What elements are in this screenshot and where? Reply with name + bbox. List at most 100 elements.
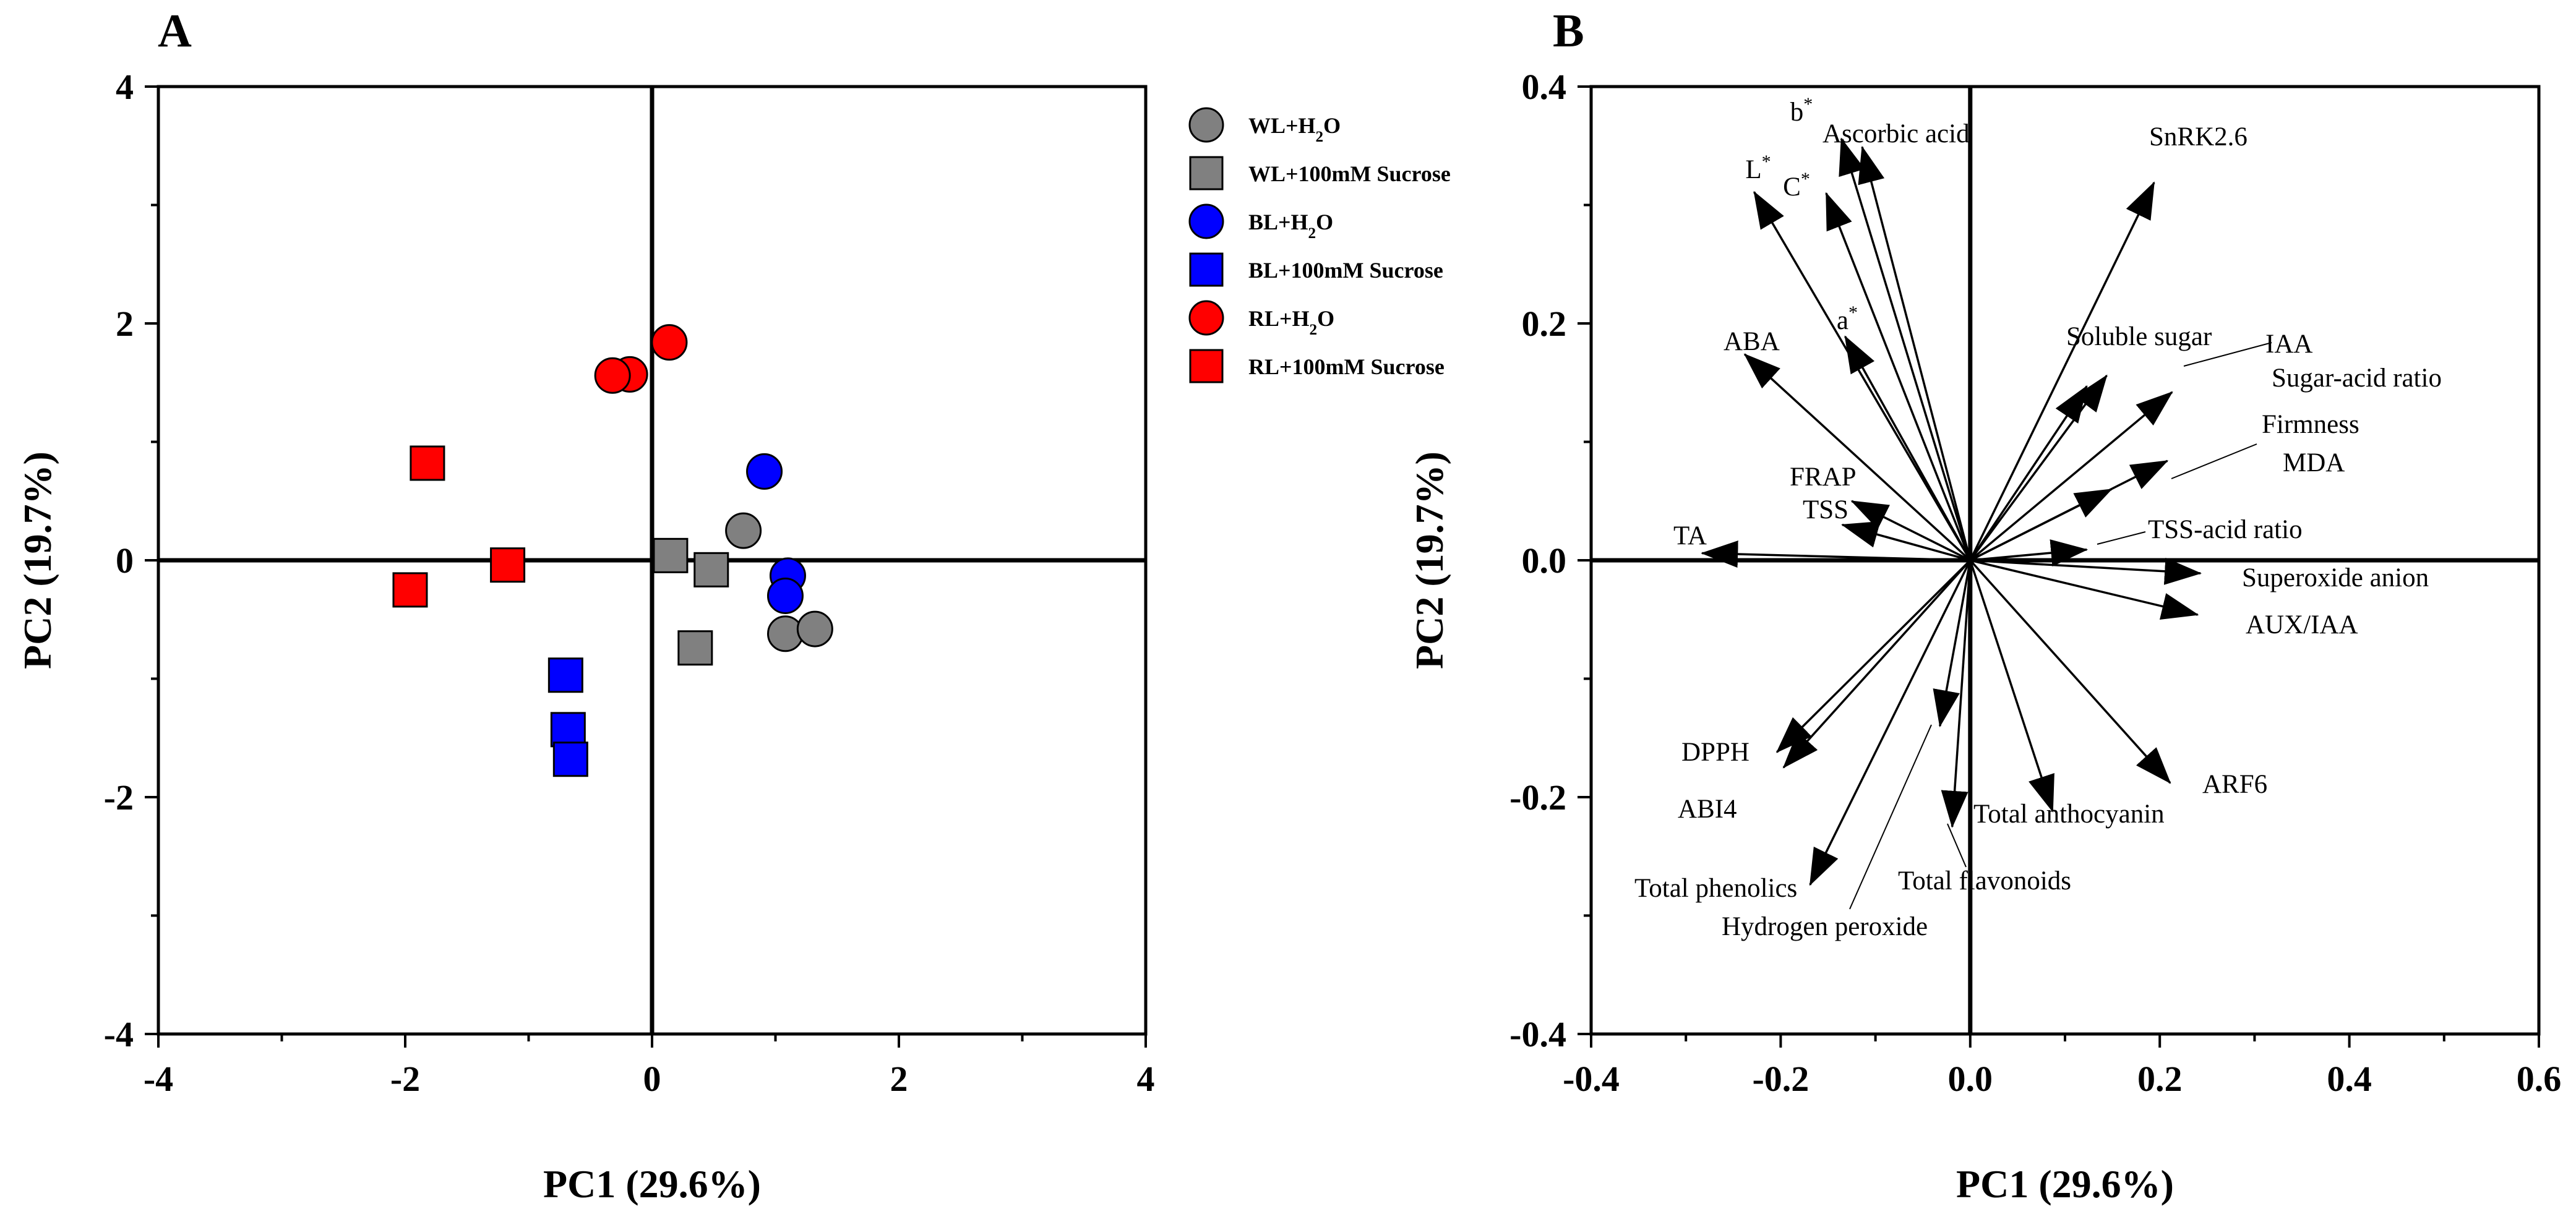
panel-a-point (653, 537, 689, 573)
panel-b-y-tick-label: 0.0 (1522, 540, 1567, 581)
loading-vector-arrow (1809, 560, 1972, 886)
loading-label-leader-line (2183, 342, 2272, 367)
loading-vector-arrow (1970, 557, 2202, 585)
panel-a-point (550, 712, 586, 748)
panel-b-x-axis-title: PC1 (29.6%) (1956, 1162, 2174, 1206)
panel-a-y-tick-label: -4 (104, 1014, 134, 1054)
loading-vector-label: IAA (2265, 330, 2312, 359)
loading-vector-arrow (1839, 137, 1972, 561)
loading-vector-label: Total flavonoids (1898, 866, 2071, 895)
panel-a-x-tick-label: 0 (643, 1059, 661, 1099)
panel-a-ticks: -4 -2 0 2 4 -4 -2 0 2 4 (104, 67, 1155, 1099)
panel-a-point (392, 572, 428, 608)
loading-vector-arrow (1743, 353, 1971, 562)
legend-label: WL+H2O (1248, 113, 1341, 145)
panel-b-x-tick-label: -0.2 (1752, 1059, 1809, 1099)
loading-vector-label: AUX/IAA (2246, 610, 2358, 639)
panel-a-y-tick-label: 0 (116, 540, 134, 581)
loading-vector-arrow (1782, 559, 1972, 769)
panel-a-point (594, 357, 631, 394)
panel-a-point (746, 453, 783, 490)
panel-a-x-tick-label: -2 (390, 1059, 420, 1099)
panel-b-x-tick-label: -0.4 (1563, 1059, 1620, 1099)
legend-label: RL+100mM Sucrose (1248, 354, 1445, 379)
loading-vector-arrow (1970, 539, 2089, 566)
legend-marker (1189, 349, 1224, 383)
loading-vector-arrow (1970, 559, 2199, 620)
panel-a-x-tick-label: 2 (890, 1059, 908, 1099)
legend-marker (1189, 252, 1224, 287)
loading-vector-label: Ascorbic acid (1823, 119, 1970, 148)
loading-vector-label: Hydrogen peroxide (1722, 912, 1928, 941)
panel-b-y-axis-title: PC2 (19.7%) (1407, 451, 1451, 669)
loading-vector-arrow (1933, 560, 1972, 728)
panel-b-x-tick-label: 0.6 (2517, 1059, 2562, 1099)
loading-vector-label: ARF6 (2202, 770, 2267, 799)
loading-label-leader-line (2171, 443, 2257, 479)
loading-vector-arrow (1844, 335, 1972, 561)
panel-a-legend: WL+H2O WL+100mM Sucrose BL+H2O BL+100mM Suc… (1188, 107, 1451, 383)
panel-b-ticks: -0.4 -0.2 0.0 0.2 0.4 0.6 0.4 0.2 0.0 -0.2 -0.4 (1509, 67, 2561, 1099)
loading-vector-label: TA (1673, 521, 1707, 550)
loading-vector-label: Total phenolics (1634, 874, 1797, 903)
legend-label: WL+100mM Sucrose (1248, 161, 1451, 186)
legend-label: BL+H2O (1248, 210, 1333, 242)
panel-a-point (796, 610, 833, 647)
loading-vector-arrow (1941, 560, 1972, 828)
loading-label-leader-line (1947, 823, 1967, 868)
loading-vector-label: SnRK2.6 (2149, 122, 2248, 152)
loading-vector-arrow (1841, 521, 1971, 562)
panel-a-x-tick-label: 4 (1137, 1059, 1155, 1099)
loading-vector-label: C* (1783, 168, 1810, 202)
loading-vector-label: a* (1837, 302, 1858, 335)
panel-a-pca-scores: A PC1 (29.6%) PC2 (19.7%) -4 -2 0 2 4 -4 -2 0 2 4… (15, 5, 1451, 1206)
loading-vector-label: DPPH (1681, 738, 1750, 767)
loading-vector-label: Total anthocyanin (1973, 800, 2165, 829)
panel-a-letter: A (158, 5, 192, 57)
panel-a-zero-lines (158, 87, 1146, 1034)
panel-a-point (677, 630, 713, 666)
panel-a-x-tick-label: -4 (144, 1059, 173, 1099)
loading-vector-arrow (1825, 192, 1972, 561)
panel-a-y-axis-title: PC2 (19.7%) (15, 451, 59, 669)
panel-a-point (766, 577, 804, 614)
loading-vector-label: ABI4 (1678, 795, 1737, 824)
panel-b-y-tick-label: 0.4 (1522, 67, 1567, 107)
loading-vector-label: ABA (1724, 327, 1780, 356)
loading-vector-arrow (1753, 190, 1972, 561)
panel-a-point (693, 552, 729, 588)
loading-vector-arrow (1969, 391, 2173, 562)
legend-marker (1188, 107, 1224, 143)
loading-vector-label: Sugar-acid ratio (2272, 364, 2442, 393)
loading-vector-arrow (1850, 500, 1971, 562)
legend-label: BL+100mM Sucrose (1248, 258, 1443, 283)
panel-b-loadings: B PC1 (29.6%) PC2 (19.7%) -0.4 -0.2 0.0 0.2… (1407, 5, 2561, 1206)
loading-vector-label: Superoxide anion (2242, 563, 2429, 592)
loading-vector-label: Firmness (2262, 410, 2359, 439)
loading-label-leader-line (2097, 531, 2146, 545)
loading-vector-label: TSS-acid ratio (2148, 515, 2303, 544)
panel-b-y-tick-label: -0.2 (1509, 777, 1566, 818)
legend-marker (1189, 156, 1224, 190)
loading-vector-arrow (1969, 559, 2171, 784)
panel-a-y-tick-label: 4 (116, 67, 134, 107)
loading-vector-label: L* (1745, 151, 1771, 184)
loading-vector-arrow (1775, 559, 1972, 753)
loading-vector-arrow (1701, 540, 1970, 568)
legend-label: RL+H2O (1248, 306, 1334, 338)
panel-a-point (725, 512, 762, 549)
loading-vector-arrow (1969, 181, 2155, 561)
loading-vector-label: Soluble sugar (2066, 322, 2212, 351)
loading-vector-arrow (1970, 459, 2169, 562)
loading-vector-arrow (1969, 374, 2108, 562)
panel-b-y-tick-label: -0.4 (1509, 1014, 1566, 1054)
panel-b-letter: B (1553, 5, 1584, 57)
panel-a-point (490, 547, 526, 583)
panel-a-point (410, 445, 445, 481)
panel-b-x-tick-label: 0.0 (1948, 1059, 1993, 1099)
panel-a-y-tick-label: -2 (104, 777, 134, 818)
panel-b-x-tick-label: 0.4 (2327, 1059, 2372, 1099)
loading-vector-arrow (1969, 385, 2088, 561)
panel-a-points (392, 324, 833, 777)
